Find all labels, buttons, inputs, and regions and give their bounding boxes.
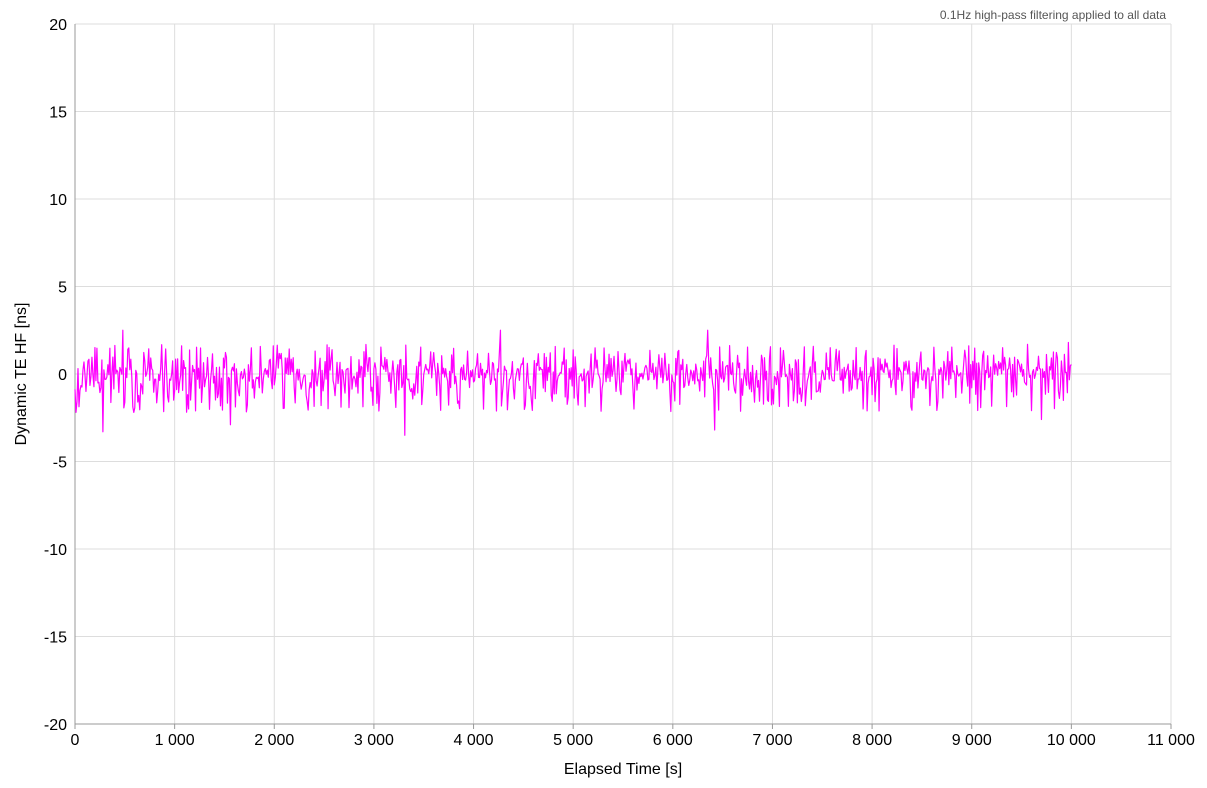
y-tick-label: -5: [53, 455, 67, 472]
x-axis-title: Elapsed Time [s]: [564, 761, 682, 778]
y-tick-label: 15: [49, 105, 67, 122]
x-tick-label: 4 000: [454, 732, 494, 749]
y-tick-label: 5: [58, 280, 67, 297]
x-tick-label: 7 000: [752, 732, 792, 749]
filter-note: 0.1Hz high-pass filtering applied to all…: [939, 8, 1166, 22]
y-tick-label: 10: [49, 192, 67, 209]
y-tick-label: -20: [44, 717, 67, 734]
y-tick-label: 20: [49, 17, 67, 34]
x-tick-label: 2 000: [254, 732, 294, 749]
x-tick-label: 6 000: [653, 732, 693, 749]
y-tick-label: -15: [44, 630, 67, 647]
x-tick-label: 11 000: [1147, 732, 1195, 749]
x-tick-label: 0: [71, 732, 80, 749]
y-tick-label: -10: [44, 542, 67, 559]
x-tick-label: 10 000: [1047, 732, 1096, 749]
y-tick-label: 0: [58, 367, 67, 384]
series-line: [74, 329, 1072, 436]
x-tick-label: 1 000: [155, 732, 195, 749]
y-axis-title: Dynamic TE HF [ns]: [13, 303, 30, 446]
x-tick-label: 3 000: [354, 732, 394, 749]
x-tick-label: 5 000: [553, 732, 593, 749]
x-tick-label: 9 000: [952, 732, 992, 749]
x-tick-label: 8 000: [852, 732, 892, 749]
